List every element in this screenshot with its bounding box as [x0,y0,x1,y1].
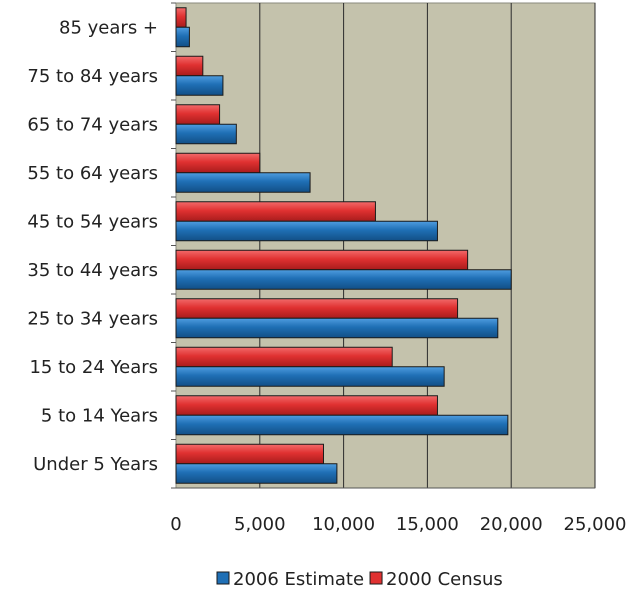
bar-2006-estimate [175,220,438,242]
x-tick-label: 15,000 [396,514,459,535]
y-tick-label: 85 years + [59,17,158,38]
y-tick-label: Under 5 Years [33,454,158,475]
y-tick-label: 55 to 64 years [27,163,158,184]
bar-2000-census [175,395,438,416]
x-tick-label: 25,000 [564,514,627,535]
bar-2000-census [175,104,221,125]
x-tick-label: 5,000 [234,514,286,535]
bar-2006-estimate [175,317,499,339]
y-tick-label: 25 to 34 years [27,308,158,329]
y-tick-label: 35 to 44 years [27,260,158,281]
bar-2000-census [175,55,204,77]
bar-2006-estimate [175,414,509,436]
y-tick-label: 45 to 54 years [27,211,158,232]
bar-2006-estimate [175,123,237,145]
bar-2000-census [175,346,393,368]
x-tick-label: 20,000 [480,514,543,535]
bar-2006-estimate [175,463,338,484]
x-tick-label: 0 [170,514,181,535]
legend-label: 2000 Census [386,569,503,590]
y-tick-label: 65 to 74 years [27,114,158,135]
legend-swatch [369,571,383,585]
legend-swatch [216,571,230,585]
bar-2006-estimate [175,366,445,387]
bar-2000-census [175,443,324,465]
y-tick-label: 75 to 84 years [27,66,158,87]
bar-2000-census [175,249,469,271]
legend: 2006 Estimate 2000 Census [216,569,503,590]
bar-2000-census [175,152,261,174]
bar-2006-estimate [175,75,224,96]
y-tick-label: 5 to 14 Years [41,405,158,426]
bar-2006-estimate [175,269,512,290]
bar-2000-census [175,298,459,319]
x-tick-label: 10,000 [312,514,375,535]
legend-label: 2006 Estimate [233,569,364,590]
bar-2000-census [175,7,187,28]
y-tick-label: 15 to 24 Years [29,357,158,378]
bar-2006-estimate [175,172,311,193]
bar-2000-census [175,201,376,222]
bar-2006-estimate [175,26,190,48]
